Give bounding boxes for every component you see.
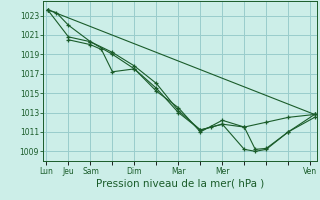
X-axis label: Pression niveau de la mer( hPa ): Pression niveau de la mer( hPa ) <box>96 178 264 188</box>
